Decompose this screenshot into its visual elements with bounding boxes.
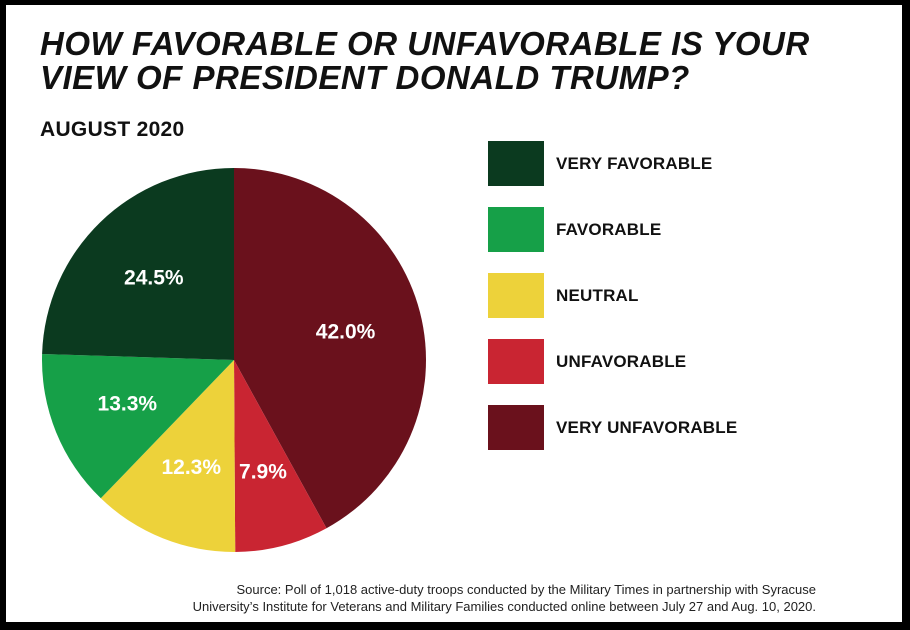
legend-swatch-very-favorable [488, 141, 544, 186]
legend-swatch-neutral [488, 273, 544, 318]
legend-label-neutral: NEUTRAL [556, 285, 639, 305]
legend-swatch-very-unfavorable [488, 405, 544, 450]
chart-subtitle: AUGUST 2020 [40, 118, 185, 141]
pie-slice-very-unfavorable [234, 168, 427, 529]
slice-label-very-favorable: 24.5% [124, 266, 184, 289]
legend-swatch-favorable [488, 207, 544, 252]
title-line-1: HOW FAVORABLE OR UNFAVORABLE IS YOUR [40, 25, 810, 62]
legend-label-unfavorable: UNFAVORABLE [556, 351, 687, 371]
source-line-1: Source: Poll of 1,018 active-duty troops… [236, 582, 816, 597]
legend-item-very-favorable: VERY FAVORABLE [488, 141, 737, 186]
chart-title: HOW FAVORABLE OR UNFAVORABLE IS YOUR VIE… [40, 27, 860, 95]
legend: VERY FAVORABLE FAVORABLE NEUTRAL UNFAVORABL… [488, 141, 737, 471]
source-note: Source: Poll of 1,018 active-duty troops… [193, 581, 816, 615]
legend-item-unfavorable: UNFAVORABLE [488, 339, 737, 384]
legend-label-very-favorable: VERY FAVORABLE [556, 153, 713, 173]
pie-slice-neutral [100, 360, 236, 552]
legend-label-favorable: FAVORABLE [556, 219, 662, 239]
legend-item-very-unfavorable: VERY UNFAVORABLE [488, 405, 737, 450]
slice-label-very-unfavorable: 42.0% [316, 320, 376, 343]
slice-label-unfavorable: 7.9% [239, 460, 287, 483]
legend-label-very-unfavorable: VERY UNFAVORABLE [556, 417, 738, 437]
legend-item-neutral: NEUTRAL [488, 273, 737, 318]
pie-slice-unfavorable [234, 360, 327, 552]
chart-frame: HOW FAVORABLE OR UNFAVORABLE IS YOUR VIE… [6, 5, 902, 622]
slice-label-neutral: 12.3% [161, 456, 221, 479]
slice-label-favorable: 13.3% [98, 392, 158, 415]
pie-slice-favorable [41, 353, 235, 499]
pie-chart: 42.0% 7.9% 12.3% 13.3% 24.5% [41, 168, 427, 552]
title-line-2: VIEW OF PRESIDENT DONALD TRUMP? [40, 59, 690, 96]
pie-slice-very-favorable [42, 168, 234, 360]
source-line-2: University’s Institute for Veterans and … [192, 599, 816, 614]
legend-swatch-unfavorable [488, 339, 544, 384]
legend-item-favorable: FAVORABLE [488, 207, 737, 252]
